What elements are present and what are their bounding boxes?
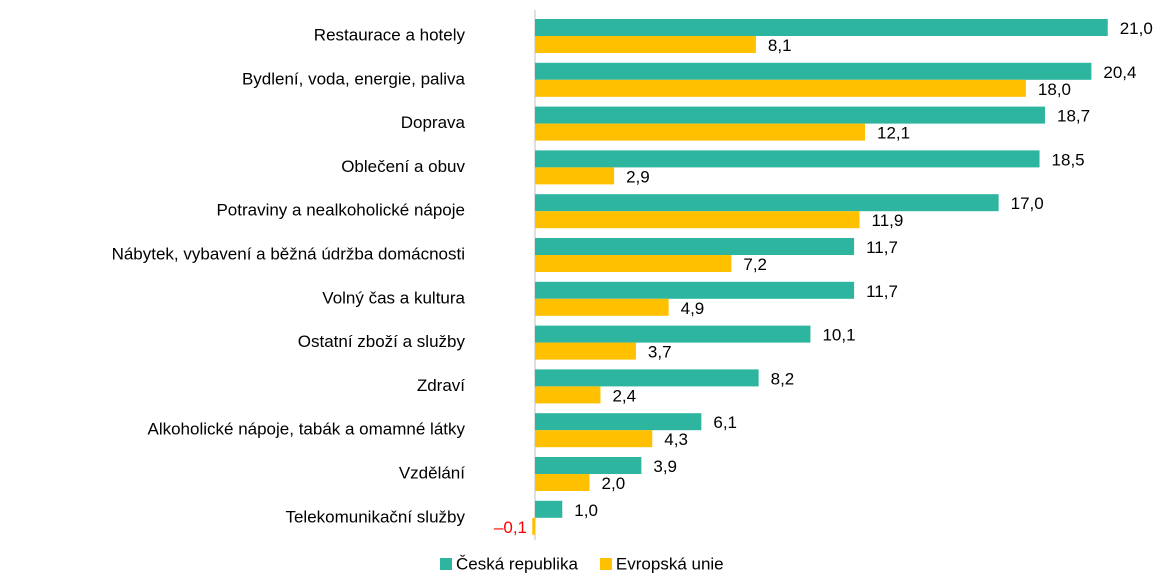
value-label: 18,7 (1057, 107, 1090, 126)
bar (535, 342, 636, 360)
value-label: 6,1 (713, 413, 737, 432)
category-label: Doprava (401, 113, 466, 132)
bar (535, 255, 732, 272)
bar (535, 325, 811, 343)
value-label: 18,5 (1052, 150, 1085, 169)
bar (535, 194, 999, 212)
bar (535, 457, 642, 474)
category-label: Bydlení, voda, energie, paliva (242, 69, 466, 88)
value-label: 17,0 (1011, 194, 1044, 213)
value-label: 11,7 (866, 238, 898, 257)
category-label: Alkoholické nápoje, tabák a omamné látky (147, 420, 465, 439)
value-label: 2,9 (626, 167, 650, 186)
value-label: 12,1 (877, 124, 910, 143)
legend-swatch (599, 558, 612, 570)
category-label: Ostatní zboží a služby (298, 332, 466, 351)
category-label: Telekomunikační služby (285, 507, 465, 526)
category-label: Volný čas a kultura (322, 288, 465, 307)
value-label: 2,4 (612, 386, 636, 405)
value-label: 10,1 (822, 326, 855, 345)
category-label: Zdraví (417, 376, 465, 395)
bar (535, 298, 669, 316)
bar (532, 517, 535, 535)
category-label: Vzdělání (399, 463, 465, 482)
bar (535, 413, 702, 431)
bar (535, 79, 1026, 97)
bar (535, 36, 756, 53)
bar (535, 106, 1045, 124)
bar (535, 19, 1108, 36)
category-label: Oblečení a obuv (341, 157, 465, 176)
bar (535, 62, 1092, 80)
value-label: 3,7 (648, 343, 672, 362)
value-label: 11,9 (872, 211, 904, 230)
value-label: 21,0 (1120, 19, 1153, 38)
legend-swatch (440, 558, 452, 570)
value-label: 4,3 (664, 430, 688, 449)
value-label: 1,0 (574, 501, 598, 520)
bar (535, 430, 653, 448)
bar (535, 211, 860, 229)
value-label: 4,9 (681, 299, 705, 318)
category-label: Restaurace a hotely (314, 25, 466, 44)
legend-label: Česká republika (456, 554, 578, 573)
category-label: Nábytek, vybavení a běžná údržba domácno… (112, 244, 465, 263)
bar (535, 369, 759, 387)
value-label: 18,0 (1038, 80, 1071, 99)
bar (535, 500, 563, 518)
bar (535, 150, 1040, 168)
bar (535, 238, 855, 255)
value-label: 8,2 (771, 369, 795, 388)
value-label: –0,1 (494, 518, 527, 537)
value-label: 2,0 (602, 474, 626, 493)
bar (535, 167, 615, 185)
legend-label: Evropská unie (616, 554, 724, 573)
value-label: 8,1 (768, 36, 792, 55)
bar (535, 474, 590, 491)
category-label: Potraviny a nealkoholické nápoje (216, 201, 465, 220)
value-label: 20,4 (1103, 63, 1136, 82)
value-label: 11,7 (866, 282, 898, 301)
value-label: 3,9 (653, 457, 677, 476)
bar (535, 123, 865, 141)
bar (535, 281, 855, 299)
bar (535, 386, 601, 404)
value-label: 7,2 (743, 255, 767, 274)
